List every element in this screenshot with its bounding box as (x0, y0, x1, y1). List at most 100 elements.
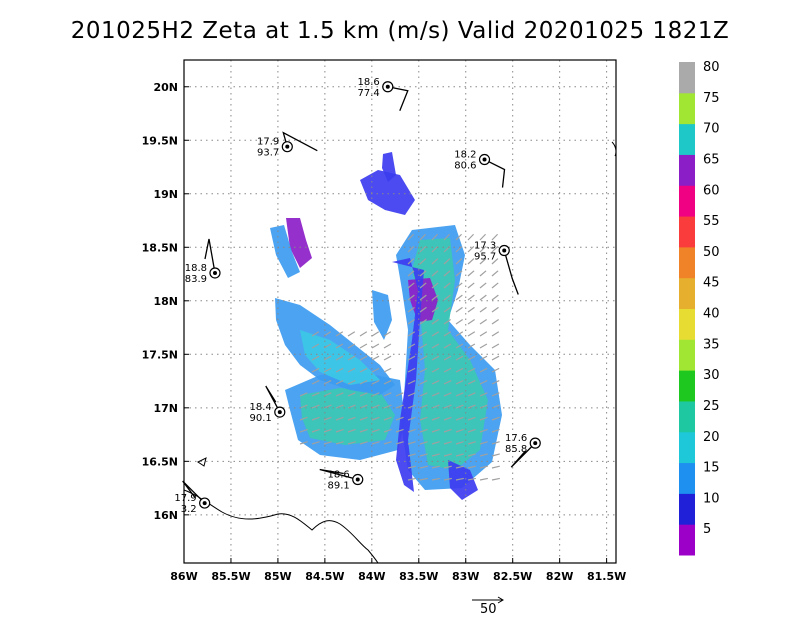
colorbar-label: 70 (703, 122, 720, 137)
wind-vector (335, 392, 344, 397)
wind-vector (455, 331, 464, 337)
wind-vector (455, 282, 463, 289)
wind-vector (419, 282, 427, 289)
lat-tick-label: 16N (153, 509, 178, 522)
wind-vector (431, 416, 440, 421)
lon-tick-label: 85.5W (211, 570, 250, 583)
wind-vector (395, 404, 404, 409)
dropsonde-center (385, 84, 390, 89)
wind-vector (491, 392, 500, 397)
wind-vector (359, 392, 368, 397)
dropsonde-center (202, 501, 207, 506)
radar-echo-cell (448, 460, 478, 500)
wind-vector (395, 392, 404, 397)
obs-bottom-value: 85.8 (505, 444, 527, 455)
wind-vector (479, 306, 487, 313)
wind-vector (467, 294, 475, 301)
wind-vector (479, 416, 488, 421)
lat-tick-label: 19.5N (142, 134, 178, 147)
wind-barb (510, 442, 536, 468)
wind-vector (491, 282, 499, 289)
wind-vector (491, 306, 499, 313)
wind-vector (491, 246, 499, 253)
map-frame (183, 59, 617, 564)
wind-vector (335, 380, 344, 385)
wind-vector (467, 233, 475, 241)
wind-vector (491, 477, 500, 481)
obs-bottom-value: 89.1 (327, 481, 349, 492)
lon-tick-label: 82W (546, 570, 573, 583)
wind-vector (323, 392, 332, 397)
wind-barb (265, 385, 281, 413)
wind-vector (479, 453, 488, 457)
wind-vector (443, 477, 452, 481)
dropsonde-center (533, 441, 538, 446)
wind-vector (419, 343, 428, 349)
wind-vector (371, 343, 380, 349)
colorbar-bin (679, 185, 695, 217)
wind-vector (491, 380, 500, 385)
wind-vector (479, 465, 488, 469)
wind-vector (419, 258, 427, 265)
wind-vector (347, 367, 356, 373)
wind-vector (431, 233, 439, 241)
wind-vector (455, 380, 464, 385)
wind-vector (431, 343, 440, 349)
wind-vector (347, 392, 356, 397)
wind-vector (311, 367, 320, 373)
wind-vector (431, 258, 439, 265)
wind-vector (371, 355, 380, 361)
wind-vector (467, 477, 476, 481)
obs-bottom-value: 80.6 (454, 161, 476, 172)
wind-vector (323, 441, 332, 445)
wind-vector (467, 404, 476, 409)
wind-vector (311, 428, 320, 433)
wind-vector (311, 404, 320, 409)
wind-vector (491, 294, 499, 301)
wind-vector (299, 428, 308, 433)
wind-vector (383, 416, 392, 421)
lon-tick-label: 82.5W (493, 570, 532, 583)
wind-vector (479, 441, 488, 445)
colorbar-bin (679, 123, 695, 155)
colorbar-label: 5 (703, 522, 711, 537)
wind-vector (347, 428, 356, 433)
wind-vector (299, 416, 308, 421)
wind-vector (371, 404, 380, 409)
wind-vector (347, 343, 356, 349)
colorbar-bin (679, 339, 695, 371)
colorbar-bin (679, 216, 695, 248)
wind-barb (484, 158, 506, 188)
colorbar-bin (679, 308, 695, 340)
wind-vector (311, 343, 320, 349)
wind-vector (455, 477, 464, 481)
wind-vector (443, 404, 452, 409)
longitude-axis: 86W 85.5W 85W 84.5W 84W 83.5W 83W 82.5W 82W 81.5W (170, 558, 626, 583)
wind-vector (455, 465, 464, 469)
colorbar-bin (679, 524, 695, 556)
colorbar-label: 80 (703, 60, 720, 75)
wind-vector (371, 367, 380, 373)
wind-vector (419, 392, 428, 397)
wind-vector (455, 319, 463, 325)
wind-vector (443, 441, 452, 445)
wind-vector (299, 441, 308, 445)
wind-vector (419, 319, 427, 325)
wind-vector (455, 428, 464, 433)
wind-vector (479, 246, 487, 253)
wind-vector (455, 453, 464, 457)
wind-vector (311, 380, 320, 385)
wind-vector (359, 428, 368, 433)
dropsonde-center (277, 410, 282, 415)
colorbar-bin (679, 62, 695, 94)
wind-vector (407, 319, 415, 325)
wind-vector (383, 367, 392, 373)
island-outline (197, 457, 207, 467)
wind-vector (455, 367, 464, 373)
lon-tick-label: 84.5W (305, 570, 344, 583)
colorbar-label: 65 (703, 152, 720, 167)
lon-tick-label: 84W (358, 570, 385, 583)
wind-vector (491, 331, 500, 337)
colorbar-bin (679, 277, 695, 309)
wind-vector (455, 343, 464, 349)
